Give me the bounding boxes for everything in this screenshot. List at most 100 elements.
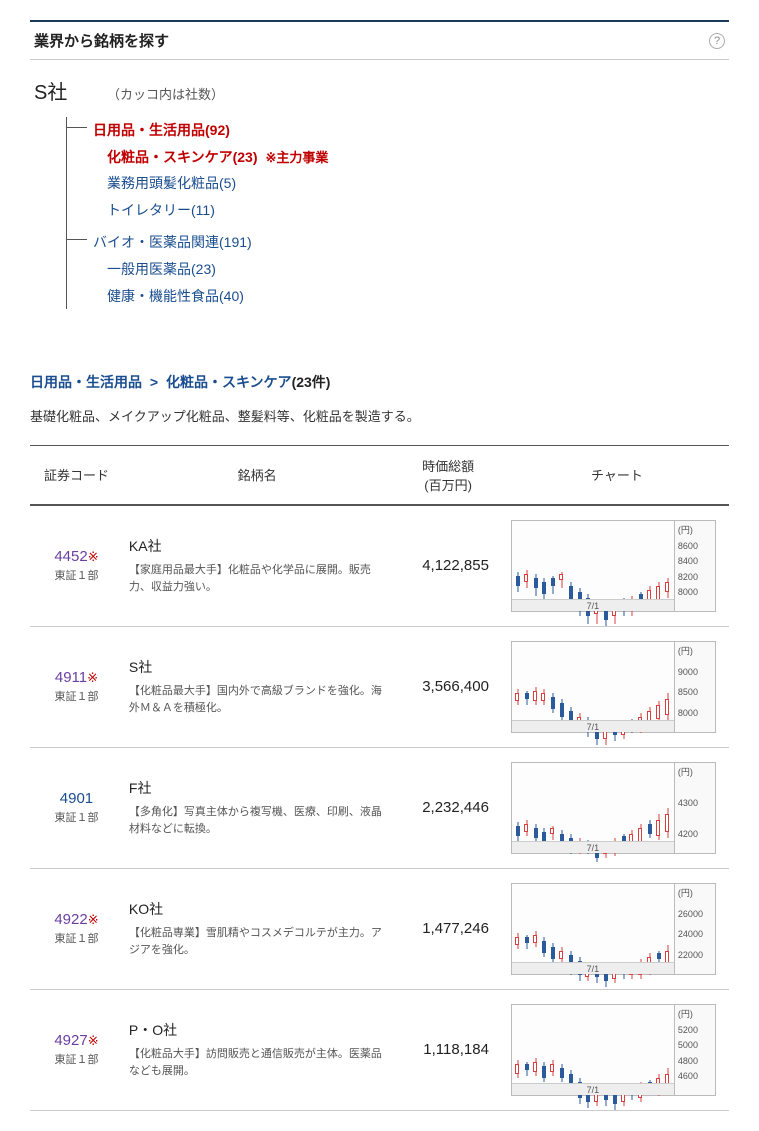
chart-x-label: 7/1 <box>512 720 674 732</box>
chart-y-tick: 8500 <box>678 687 713 697</box>
chart-y-tick: 22000 <box>678 950 713 960</box>
chart-y-tick: 5200 <box>678 1025 713 1035</box>
chart-plot: 7/1 <box>512 521 675 611</box>
mini-chart[interactable]: 7/1 (円) 5200 5000 4800 4600 <box>511 1004 716 1096</box>
tree-children: 化粧品・スキンケア(23) ※主力事業業務用頭髪化粧品(5) トイレタリー(11) <box>107 144 729 224</box>
market-label: 東証１部 <box>36 1051 117 1067</box>
chart-y-tick: 4800 <box>678 1056 713 1066</box>
tree-group: バイオ・医薬品関連(191) 一般用医薬品(23) 健康・機能性食品(40) <box>67 229 729 309</box>
th-cap: 時価総額 (百万円) <box>391 445 505 505</box>
tree-sub-link[interactable]: 一般用医薬品(23) <box>107 261 216 277</box>
chart-y-tick: 8000 <box>678 708 713 718</box>
market-cap: 3,566,400 <box>391 626 505 747</box>
tree-hint: （カッコ内は社数） <box>107 87 224 102</box>
tree-sub-link[interactable]: 業務用頭髪化粧品(5) <box>107 175 236 191</box>
chart-x-label: 7/1 <box>512 1083 674 1095</box>
section-header: 業界から銘柄を探す ? <box>30 20 729 60</box>
table-row: 4901 東証１部 F社【多角化】写真主体から複写機、医療、印刷、液晶材料などに転換… <box>30 747 729 868</box>
th-code: 証券コード <box>30 445 123 505</box>
market-cap: 2,232,446 <box>391 747 505 868</box>
chart-plot: 7/1 <box>512 642 675 732</box>
chart-plot: 7/1 <box>512 1005 675 1095</box>
table-row: 4911 東証１部 S社【化粧品最大手】国内外で高級ブランドを強化。海外Ｍ＆Ａを積極… <box>30 626 729 747</box>
chart-y-axis: (円) 4300 4200 <box>675 763 715 853</box>
chart-y-tick: 4300 <box>678 798 713 808</box>
chart-x-label: 7/1 <box>512 599 674 611</box>
chart-plot: 7/1 <box>512 884 675 974</box>
chart-y-tick: 8200 <box>678 572 713 582</box>
chart-unit: (円) <box>678 523 713 536</box>
stock-name[interactable]: F社 <box>129 778 385 798</box>
table-row: 4452 東証１部 KA社【家庭用品最大手】化粧品や化学品に展開。販売力、収益力強い… <box>30 505 729 627</box>
category-desc: 基礎化粧品、メイクアップ化粧品、整髪料等、化粧品を製造する。 <box>30 406 729 425</box>
tree-sub-link[interactable]: 化粧品・スキンケア(23) <box>107 149 257 165</box>
chart-y-axis: (円) 9000 8500 8000 <box>675 642 715 732</box>
chart-unit: (円) <box>678 1007 713 1020</box>
breadcrumb-cat[interactable]: 日用品・生活用品 <box>30 374 142 390</box>
mini-chart[interactable]: 7/1 (円) 8600 8400 8200 8000 <box>511 520 716 612</box>
stock-code[interactable]: 4922 <box>36 911 117 928</box>
market-label: 東証１部 <box>36 567 117 583</box>
section-title: 業界から銘柄を探す <box>34 30 169 51</box>
stock-desc: 【多角化】写真主体から複写機、医療、印刷、液晶材料などに転換。 <box>129 804 385 837</box>
mini-chart[interactable]: 7/1 (円) 26000 24000 22000 <box>511 883 716 975</box>
stock-desc: 【化粧品専業】雪肌精やコスメデコルテが主力。アジアを強化。 <box>129 925 385 958</box>
chart-y-tick: 26000 <box>678 909 713 919</box>
chart-y-tick: 9000 <box>678 667 713 677</box>
stock-table: 証券コード 銘柄名 時価総額 (百万円) チャート 4452 東証１部 KA社【家庭… <box>30 445 729 1111</box>
market-label: 東証１部 <box>36 930 117 946</box>
chart-x-label: 7/1 <box>512 962 674 974</box>
stock-name[interactable]: KA社 <box>129 536 385 556</box>
tree-group: 日用品・生活用品(92) 化粧品・スキンケア(23) ※主力事業業務用頭髪化粧品(5… <box>67 117 729 223</box>
company-label: S社 <box>34 76 67 105</box>
chart-unit: (円) <box>678 644 713 657</box>
market-cap: 1,477,246 <box>391 868 505 989</box>
help-icon[interactable]: ? <box>709 33 725 49</box>
chart-y-tick: 4600 <box>678 1071 713 1081</box>
breadcrumb: 日用品・生活用品 > 化粧品・スキンケア(23件) <box>30 369 729 396</box>
tree-category-link[interactable]: 日用品・生活用品(92) <box>93 122 230 138</box>
tree-children: 一般用医薬品(23) 健康・機能性食品(40) <box>107 256 729 309</box>
breadcrumb-sep: > <box>150 374 158 390</box>
chart-y-axis: (円) 5200 5000 4800 4600 <box>675 1005 715 1095</box>
chart-y-tick: 24000 <box>678 929 713 939</box>
stock-name[interactable]: KO社 <box>129 899 385 919</box>
breadcrumb-sub[interactable]: 化粧品・スキンケア <box>166 374 292 390</box>
breadcrumb-count: (23件) <box>292 374 331 390</box>
stock-code[interactable]: 4901 <box>36 790 117 807</box>
tree-sub-link[interactable]: トイレタリー(11) <box>107 202 215 218</box>
chart-y-tick: 4200 <box>678 829 713 839</box>
chart-unit: (円) <box>678 886 713 899</box>
stock-code[interactable]: 4911 <box>36 669 117 686</box>
mini-chart[interactable]: 7/1 (円) 4300 4200 <box>511 762 716 854</box>
stock-code[interactable]: 4452 <box>36 548 117 565</box>
stock-desc: 【家庭用品最大手】化粧品や化学品に展開。販売力、収益力強い。 <box>129 562 385 595</box>
stock-desc: 【化粧品大手】訪問販売と通信販売が主体。医薬品なども展開。 <box>129 1046 385 1079</box>
mini-chart[interactable]: 7/1 (円) 9000 8500 8000 <box>511 641 716 733</box>
chart-y-tick: 5000 <box>678 1040 713 1050</box>
market-label: 東証１部 <box>36 688 117 704</box>
chart-y-tick: 8000 <box>678 587 713 597</box>
chart-x-label: 7/1 <box>512 841 674 853</box>
th-chart: チャート <box>505 445 729 505</box>
chart-y-tick: 8400 <box>678 556 713 566</box>
chart-y-tick: 8600 <box>678 541 713 551</box>
market-cap: 1,118,184 <box>391 989 505 1110</box>
table-row: 4927 東証１部 P・O社【化粧品大手】訪問販売と通信販売が主体。医薬品なども展開… <box>30 989 729 1110</box>
table-row: 4922 東証１部 KO社【化粧品専業】雪肌精やコスメデコルテが主力。アジアを強化。… <box>30 868 729 989</box>
chart-plot: 7/1 <box>512 763 675 853</box>
market-cap: 4,122,855 <box>391 505 505 627</box>
stock-name[interactable]: P・O社 <box>129 1020 385 1040</box>
chart-unit: (円) <box>678 765 713 778</box>
tree-sub-link[interactable]: 健康・機能性食品(40) <box>107 288 244 304</box>
stock-desc: 【化粧品最大手】国内外で高級ブランドを強化。海外Ｍ＆Ａを積極化。 <box>129 683 385 716</box>
chart-y-axis: (円) 26000 24000 22000 <box>675 884 715 974</box>
stock-code[interactable]: 4927 <box>36 1032 117 1049</box>
th-name: 銘柄名 <box>123 445 391 505</box>
chart-y-axis: (円) 8600 8400 8200 8000 <box>675 521 715 611</box>
tree-category-link[interactable]: バイオ・医薬品関連(191) <box>93 234 252 250</box>
market-label: 東証１部 <box>36 809 117 825</box>
main-business-badge: ※主力事業 <box>265 150 328 165</box>
stock-name[interactable]: S社 <box>129 657 385 677</box>
industry-tree: S社 （カッコ内は社数） 日用品・生活用品(92) 化粧品・スキンケア(23) ※主… <box>34 76 729 309</box>
